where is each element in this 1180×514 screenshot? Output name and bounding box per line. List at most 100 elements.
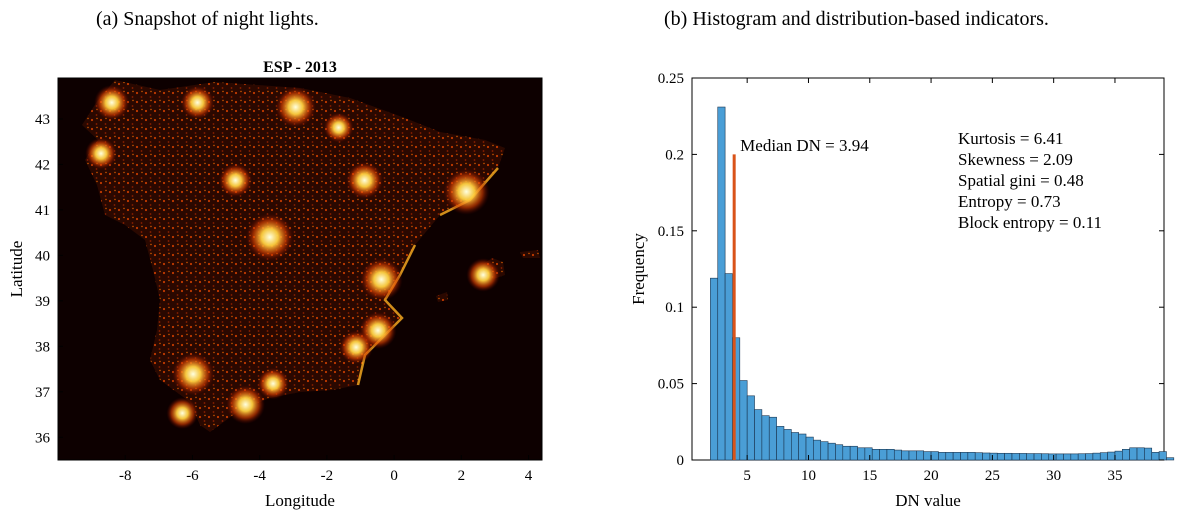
indicator-annotation: Spatial gini = 0.48 [958,171,1084,190]
menorca-island [520,250,540,258]
map-ytick-label: 38 [35,339,50,355]
histogram-bar [1114,450,1123,461]
city-glow [257,367,290,400]
map-land [82,80,540,432]
histogram-bar [1026,453,1035,461]
histogram-bar [857,447,866,461]
caption-b: (b) Histogram and distribution-based ind… [664,8,1049,30]
histogram-bar [739,380,748,461]
map-xtick-label: -4 [253,468,266,484]
histogram-bar [1151,452,1160,461]
hist-xtick-label: 35 [1107,468,1122,484]
hist-xtick-label: 15 [862,468,877,484]
city-glow [275,86,317,128]
histogram-bar [1048,453,1057,461]
histogram-bar [1092,452,1101,461]
histogram-bar [945,452,954,461]
city-glow [360,258,403,301]
ibiza-island [436,292,448,302]
histogram-bar [974,452,983,461]
histogram-bar [1166,457,1175,461]
hist-ytick-label: 0.1 [665,300,684,316]
histogram-bar [835,444,844,461]
histogram-bar [996,452,1005,461]
histogram-bar [1122,449,1130,461]
city-glow [323,112,354,143]
histogram-bar [710,277,719,461]
histogram-bar [761,415,770,461]
median-label: Median DN = 3.94 [740,136,869,155]
hist-ytick-label: 0.25 [658,71,684,87]
histogram-bar [724,273,733,461]
map-xtick-label: 4 [525,468,533,484]
histogram-bar [1136,447,1145,461]
histogram-bar [1085,453,1094,461]
hist-ylabel: Frequency [629,233,648,305]
histogram-bar [967,452,976,461]
city-glow [443,168,490,215]
histogram-bar [1041,453,1050,461]
map-ytick-label: 41 [35,203,50,219]
histogram-bar [1063,453,1072,461]
histogram-bar [798,433,807,461]
iberia-landmass [82,80,505,432]
histogram-bar [805,436,814,461]
map-ytick-label: 40 [35,248,50,264]
histogram-bar [820,441,829,461]
histogram-bar [893,449,902,461]
histogram-bar [813,439,822,461]
map-ylabel: Latitude [7,241,26,298]
city-glow [345,161,384,199]
map-xtick-label: 0 [390,468,398,484]
map-ytick-label: 43 [35,112,50,128]
histogram-bar [871,449,880,461]
histogram-bar [1077,453,1086,461]
city-glow [166,397,199,430]
city-glow [180,85,215,120]
indicator-annotation: Entropy = 0.73 [958,192,1061,211]
histogram-bar [768,416,777,461]
city-glow [226,385,266,425]
map-ytick-label: 42 [35,157,50,173]
histogram-bar [938,452,947,461]
histogram-bar [879,449,888,461]
histogram-bar [960,452,969,461]
histogram-bar [776,426,785,461]
hist-xlabel: DN value [895,491,961,510]
histogram-bar [754,409,763,461]
map-xtick-label: -6 [186,468,199,484]
hist-ytick-label: 0.05 [658,377,684,393]
indicator-annotation: Kurtosis = 6.41 [958,129,1063,148]
histogram-bar [783,429,792,461]
city-glow [171,352,215,396]
histogram-bar [952,452,961,461]
city-glow [218,163,253,198]
histogram-bar [982,452,991,461]
histogram-bar [1019,453,1027,461]
hist-ytick-label: 0 [677,453,685,469]
histogram-bar [1158,451,1167,461]
hist-xtick-label: 25 [985,468,1000,484]
map-xtick-label: 2 [458,468,466,484]
map-xtick-label: -8 [119,468,132,484]
histogram-bar [916,450,925,461]
hist-ytick-label: 0.2 [665,147,684,163]
histogram-bar [1129,447,1138,461]
hist-xtick-label: 10 [801,468,816,484]
histogram-bar [1055,453,1064,461]
map-xlabel: Longitude [265,491,335,510]
city-glow [339,330,373,365]
histogram-bar [1011,453,1020,461]
histogram-bar [1033,453,1042,461]
histogram-bar [989,452,998,461]
histogram-bar [1099,452,1108,461]
histogram-bar [849,445,858,461]
city-glow [94,84,130,121]
hist-xtick-label: 20 [924,468,939,484]
map-xtick-label: -2 [321,468,334,484]
caption-a: (a) Snapshot of night lights. [96,8,319,30]
hist-xtick-label: 5 [743,468,751,484]
hist-ytick-label: 0.15 [658,224,684,240]
